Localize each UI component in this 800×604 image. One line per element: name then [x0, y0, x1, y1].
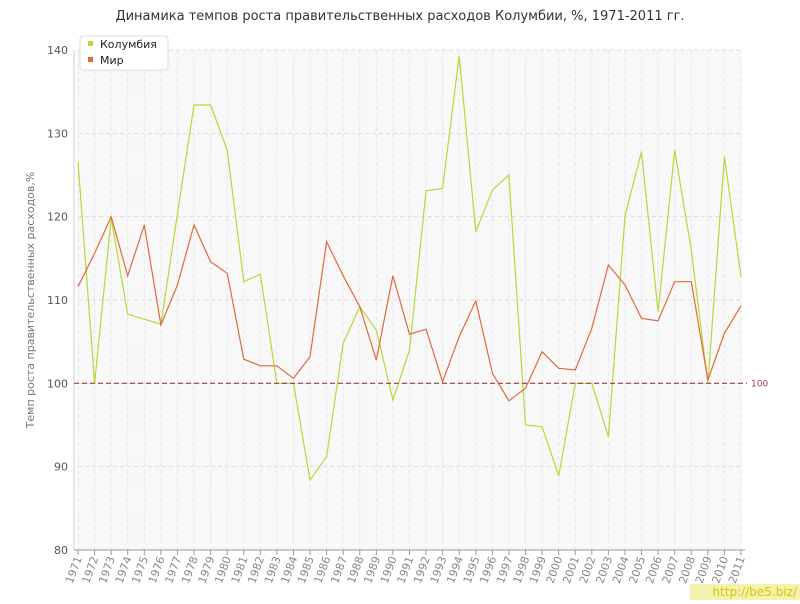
y-tick-label: 80	[54, 544, 68, 557]
legend-label: Мир	[100, 54, 124, 67]
series-line	[77, 55, 742, 482]
legend-swatch	[88, 41, 93, 46]
chart-title: Динамика темпов роста правительственных …	[115, 9, 684, 24]
y-tick-label: 110	[47, 294, 68, 307]
y-tick-label: 130	[47, 127, 68, 140]
legend-swatch	[88, 57, 93, 62]
legend-box	[79, 35, 169, 71]
y-axis-label: Темп роста правительственных расходов,%	[24, 172, 37, 430]
reference-label: 100	[751, 379, 768, 389]
series-line	[77, 214, 742, 402]
y-tick-label: 120	[47, 211, 68, 224]
y-tick-label: 100	[47, 377, 68, 390]
y-tick-label: 90	[54, 461, 68, 474]
watermark-bg	[690, 584, 800, 600]
watermark: http://be5.biz/	[712, 585, 797, 599]
legend-label: Колумбия	[100, 38, 157, 51]
y-tick-label: 140	[47, 44, 68, 57]
